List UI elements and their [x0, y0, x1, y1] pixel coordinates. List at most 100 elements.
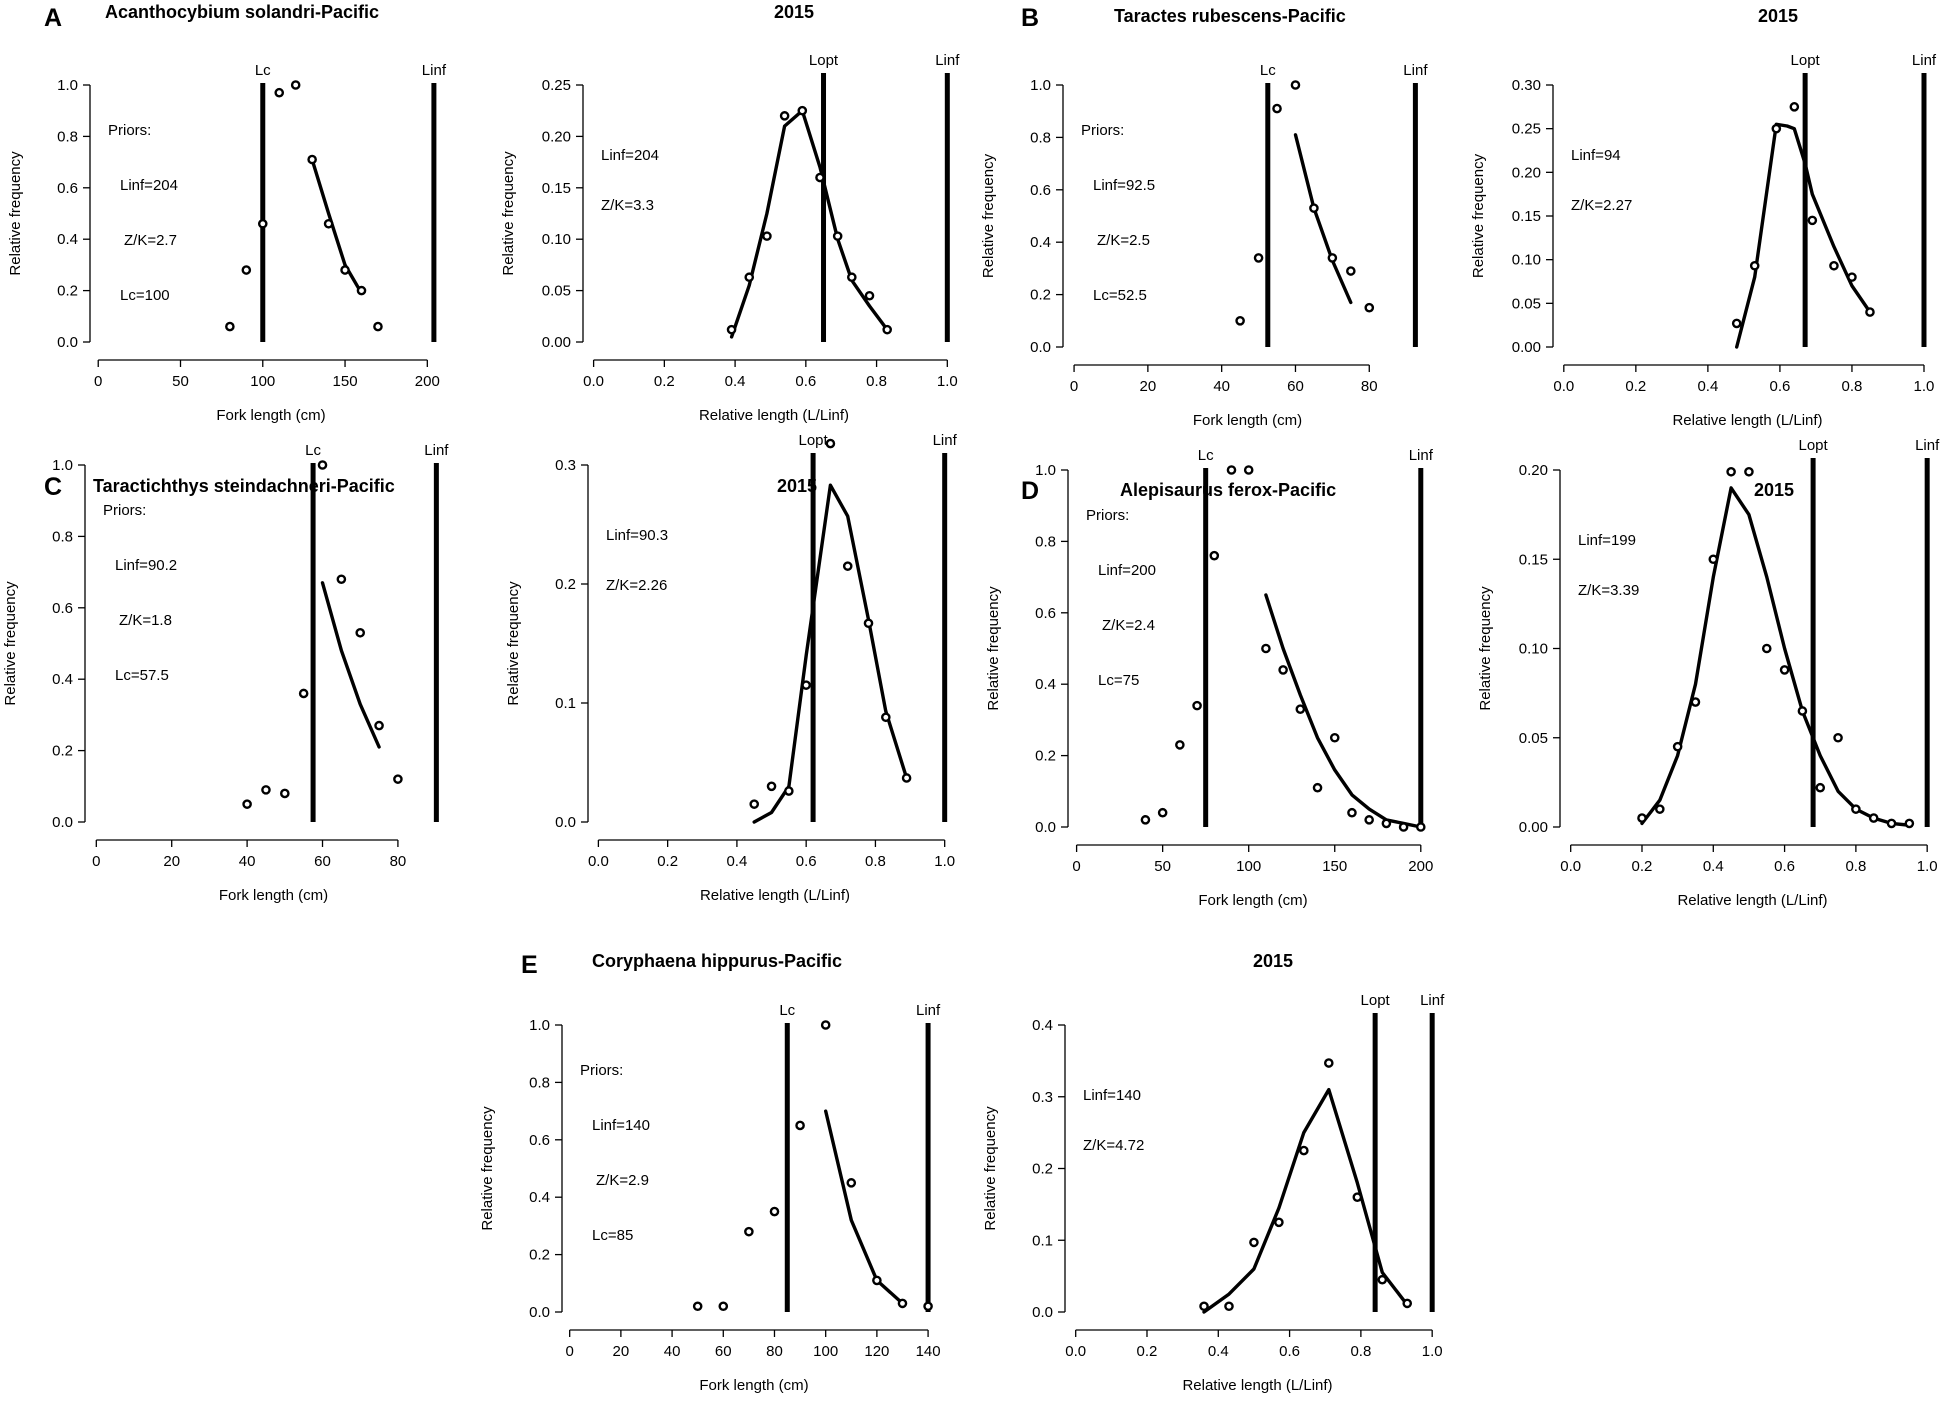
annotation: Z/K=1.8	[119, 612, 172, 629]
data-point	[1868, 813, 1879, 823]
y-tick-label: 0.20	[1512, 164, 1541, 181]
x-tick-label: 40	[1213, 378, 1230, 395]
x-tick-label: 20	[613, 1343, 630, 1360]
x-tick-label: 0	[94, 373, 102, 390]
y-tick-label: 0.6	[1030, 182, 1051, 199]
annotation: Linf=200	[1098, 562, 1156, 579]
y-tick-label: 0.0	[1032, 1304, 1053, 1321]
x-tick-label: 0.0	[583, 373, 604, 390]
y-tick-label: 0.8	[1035, 533, 1056, 550]
x-tick-label: 200	[1408, 858, 1433, 875]
data-point	[1274, 1217, 1284, 1228]
y-axis-label: Relative frequency	[500, 151, 517, 276]
y-tick-label: 0.4	[1030, 234, 1051, 251]
data-point	[1364, 302, 1375, 313]
data-point	[1815, 782, 1826, 793]
data-point	[1312, 782, 1323, 793]
y-tick-label: 0.2	[57, 283, 78, 300]
ref-label-lopt: Lopt	[798, 432, 828, 449]
data-point	[373, 321, 383, 332]
y-tick-label: 0.3	[1032, 1089, 1053, 1106]
data-point	[374, 720, 384, 731]
data-point	[846, 1178, 857, 1188]
y-tick-label: 0.25	[542, 77, 571, 94]
y-axis-label: Relative frequency	[479, 1106, 496, 1231]
data-point	[1655, 804, 1665, 814]
annotation: Linf=140	[1083, 1087, 1141, 1104]
data-point	[1272, 103, 1282, 114]
x-tick-label: 80	[1361, 378, 1378, 395]
x-axis-label: Relative length (L/Linf)	[699, 407, 849, 424]
ref-label-linf: Linf	[916, 1002, 941, 1019]
x-tick-label: 0.2	[1632, 858, 1653, 875]
y-tick-label: 0.2	[1030, 287, 1051, 304]
data-point	[749, 799, 760, 809]
fit-curve	[1734, 122, 1872, 349]
data-point	[393, 774, 403, 784]
data-point	[1278, 665, 1288, 675]
x-tick-label: 0.6	[1774, 858, 1795, 875]
data-point	[225, 321, 235, 332]
data-point	[1865, 307, 1875, 317]
x-tick-label: 0.0	[1065, 1343, 1086, 1360]
ref-label-lopt: Lopt	[1791, 52, 1821, 69]
x-tick-label: 0.8	[865, 853, 886, 870]
x-tick-label: 50	[1154, 858, 1171, 875]
data-point	[1346, 266, 1356, 276]
x-tick-label: 1.0	[1914, 378, 1935, 395]
annotation: Z/K=2.5	[1097, 232, 1150, 249]
data-point	[1807, 215, 1818, 226]
data-point	[1829, 260, 1839, 271]
y-tick-label: 0.6	[52, 600, 73, 617]
data-point	[1402, 1298, 1413, 1309]
x-tick-label: 0.6	[795, 373, 816, 390]
y-axis-label: Relative frequency	[505, 581, 522, 706]
y-tick-label: 0.0	[529, 1304, 550, 1321]
annotation: Linf=92.5	[1093, 177, 1155, 194]
annotation: Z/K=3.3	[601, 197, 654, 214]
data-point	[1347, 807, 1357, 818]
data-point	[290, 80, 301, 90]
panel-letter-A: A	[44, 4, 62, 32]
x-axis-label: Fork length (cm)	[699, 1377, 808, 1394]
panel-B-left: B Taractes rubescens-Pacific 0.0 0.2 0.4 0.6 0…	[980, 4, 1428, 429]
y-tick-label: 0.05	[542, 283, 571, 300]
data-point	[323, 218, 334, 229]
ref-label-lc: Lc	[1198, 447, 1214, 464]
data-point	[1904, 818, 1915, 829]
x-tick-label: 0.2	[1625, 378, 1646, 395]
y-tick-label: 0.1	[1032, 1232, 1053, 1249]
data-point	[1192, 700, 1202, 711]
data-point	[1226, 465, 1237, 475]
y-tick-label: 0.8	[52, 528, 73, 545]
data-point	[1847, 272, 1857, 282]
data-point	[1377, 1274, 1388, 1285]
x-tick-label: 0.4	[725, 373, 746, 390]
annotation: Lc=52.5	[1093, 287, 1147, 304]
x-tick-label: 0.6	[796, 853, 817, 870]
y-tick-label: 0.3	[555, 457, 576, 474]
ref-label-lc: Lc	[1260, 62, 1276, 79]
annotation: Priors:	[1086, 507, 1129, 524]
data-point	[847, 272, 857, 283]
y-tick-label: 0.4	[1032, 1017, 1053, 1034]
y-tick-label: 0.0	[555, 814, 576, 831]
data-point	[762, 231, 772, 241]
y-axis-label: Relative frequency	[1477, 586, 1494, 711]
y-tick-label: 0.2	[529, 1247, 550, 1264]
ref-label-linf: Linf	[933, 432, 958, 449]
data-point	[1731, 318, 1742, 329]
panel-E-left: E Coryphaena hippurus-Pacific 0.0 0.2 0.4 0.6…	[479, 951, 941, 1394]
annotation: Z/K=2.4	[1102, 617, 1155, 634]
x-axis-label: Fork length (cm)	[1193, 412, 1302, 429]
x-tick-label: 20	[1140, 378, 1157, 395]
x-axis-label: Relative length (L/Linf)	[1182, 1377, 1332, 1394]
fit-curve	[1293, 133, 1353, 305]
x-tick-label: 140	[916, 1343, 941, 1360]
data-point	[336, 574, 347, 585]
x-tick-label: 0.4	[1208, 1343, 1229, 1360]
data-point	[769, 1206, 780, 1217]
y-tick-label: 0.20	[542, 128, 571, 145]
x-axis-label: Fork length (cm)	[219, 887, 328, 904]
data-point	[726, 324, 737, 335]
